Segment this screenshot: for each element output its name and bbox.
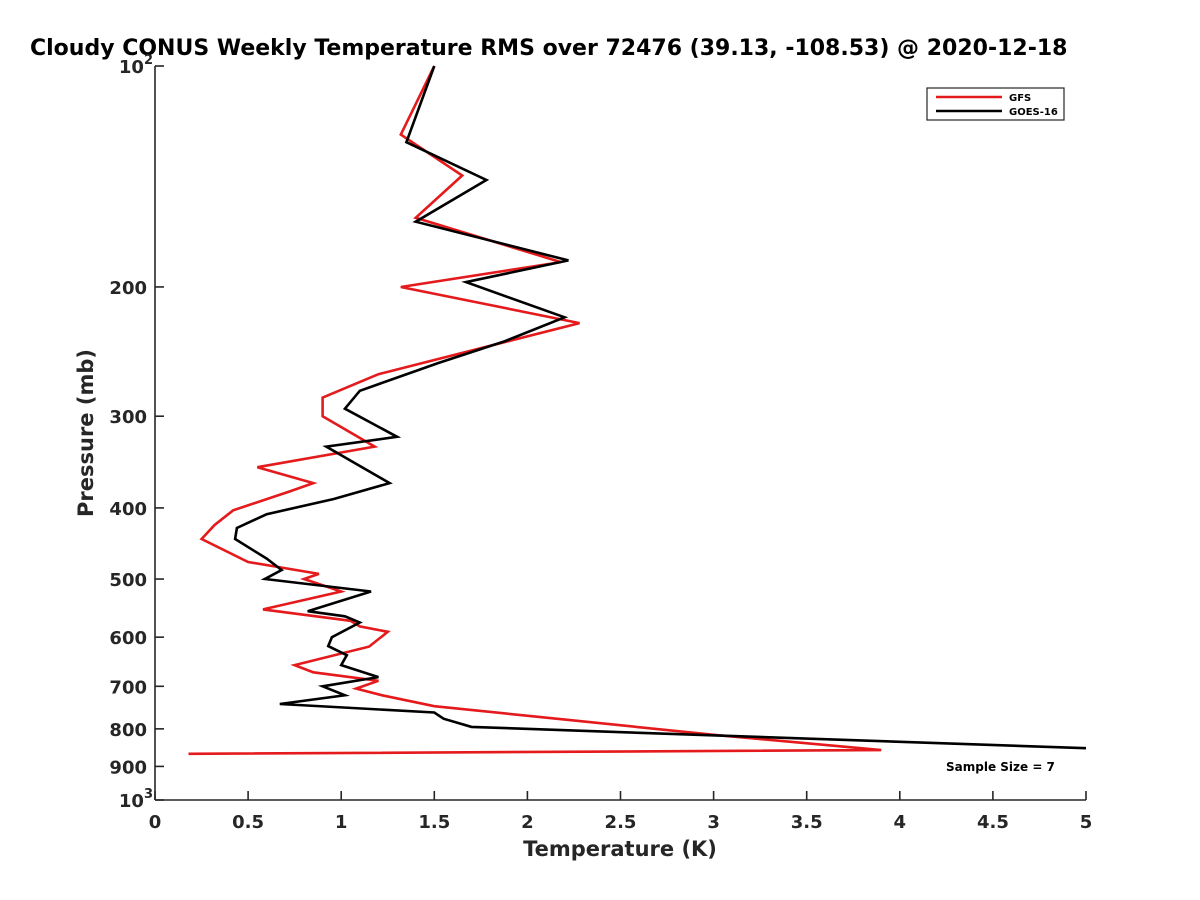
chart-title: Cloudy CONUS Weekly Temperature RMS over… — [30, 36, 1067, 61]
legend-label: GOES-16 — [1009, 107, 1058, 118]
series-layer — [188, 65, 1087, 756]
x-tick-label: 4.5 — [977, 812, 1009, 833]
y-tick-label: 800 — [109, 720, 147, 741]
x-axis-label: Temperature (K) — [523, 837, 717, 861]
legend: GFS GOES-16 — [926, 87, 1065, 121]
series-line-gfs — [188, 65, 882, 756]
y-ticks: 102 200 300 400 500 600 700 800 900 103 — [109, 53, 164, 812]
sample-size-annotation: Sample Size = 7 — [946, 760, 1055, 774]
x-tick-label: 1.5 — [418, 812, 450, 833]
x-tick-label: 4 — [894, 812, 907, 833]
x-tick-label: 0 — [149, 812, 162, 833]
series-line-goes-16 — [233, 65, 1087, 750]
x-tick-label: 3 — [707, 812, 720, 833]
legend-box — [926, 87, 1065, 121]
y-tick-label: 300 — [109, 407, 147, 428]
y-tick-label: 500 — [109, 570, 147, 591]
x-tick-label: 1 — [335, 812, 348, 833]
y-tick-label: 102 — [119, 53, 153, 78]
plot-area — [154, 66, 1086, 801]
y-axis-label: Pressure (mb) — [74, 349, 98, 517]
x-ticks: 0 0.5 1 1.5 2 2.5 3 3.5 4 4.5 5 — [149, 791, 1093, 833]
legend-label: GFS — [1009, 93, 1031, 104]
y-tick-label: 600 — [109, 628, 147, 649]
y-tick-label: 200 — [109, 278, 147, 299]
x-tick-label: 3.5 — [791, 812, 823, 833]
y-tick-label: 700 — [109, 677, 147, 698]
y-tick-label: 900 — [109, 757, 147, 778]
y-tick-label: 103 — [119, 787, 153, 812]
x-tick-label: 2.5 — [605, 812, 637, 833]
x-tick-label: 5 — [1080, 812, 1093, 833]
x-tick-label: 2 — [521, 812, 534, 833]
y-tick-label: 400 — [109, 499, 147, 520]
x-tick-label: 0.5 — [232, 812, 264, 833]
